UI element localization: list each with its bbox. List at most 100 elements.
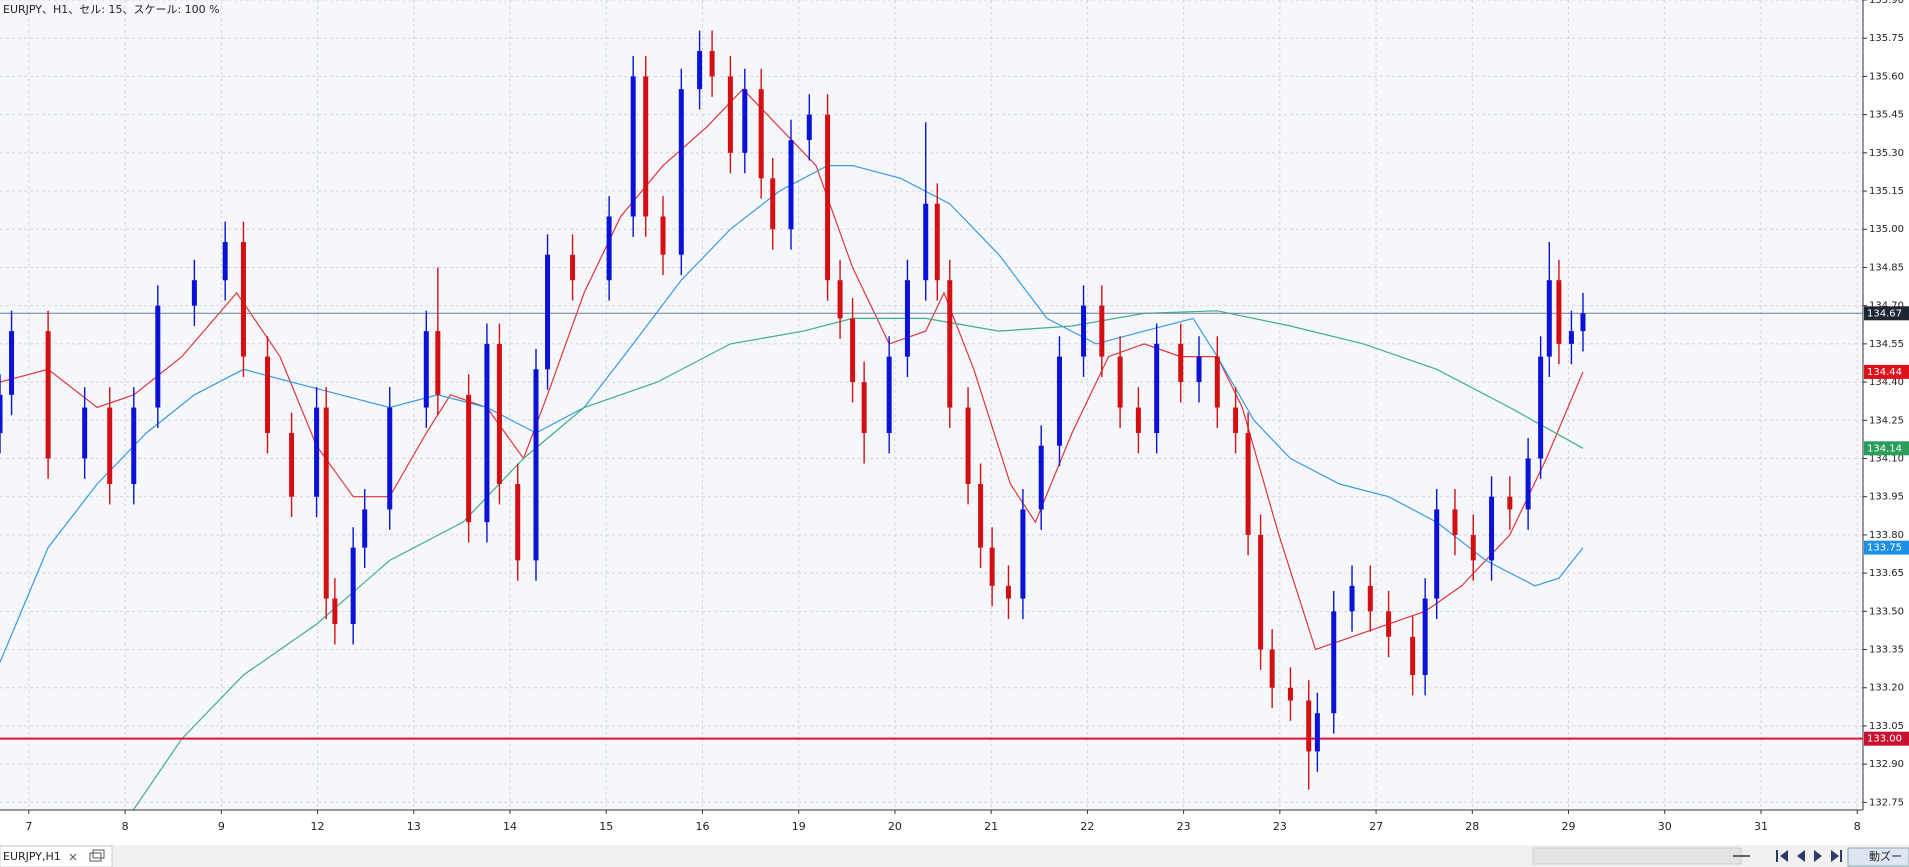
candle-body — [923, 203, 929, 281]
x-tick-label: 8 — [122, 820, 129, 833]
price-axis-background — [1863, 0, 1909, 845]
candle-body — [709, 50, 715, 77]
candle-body — [1580, 313, 1586, 332]
candle-body — [265, 356, 271, 434]
candle-body — [643, 76, 649, 217]
candle-body — [82, 407, 88, 459]
candle-body — [515, 483, 521, 561]
x-tick-label: 14 — [503, 820, 517, 833]
candle-body — [1005, 585, 1011, 599]
candle-body — [1258, 534, 1264, 650]
x-tick-label: 30 — [1658, 820, 1672, 833]
candle-body — [314, 407, 320, 497]
x-tick-label: 23 — [1177, 820, 1191, 833]
candle-body — [1538, 356, 1544, 459]
price-marker-label: 134.44 — [1867, 367, 1902, 378]
candle-body — [289, 433, 295, 497]
plot-background — [0, 0, 1863, 810]
candle-body — [362, 509, 368, 548]
window-icon[interactable] — [89, 849, 105, 862]
tab-frame[interactable] — [0, 845, 113, 867]
candle-body — [1489, 496, 1495, 561]
tab-label[interactable]: EURJPY,H1 — [3, 850, 61, 863]
candle-body — [1386, 611, 1392, 637]
axes: 135.90 135.75 135.60 135.45 135.30 135.15 135.… — [25, 0, 1909, 833]
x-tick-label: 16 — [695, 820, 709, 833]
navigation-buttons[interactable] — [1776, 850, 1842, 862]
y-tick-label: 134.10 — [1869, 453, 1904, 464]
candle-body — [350, 547, 356, 625]
candle-body — [423, 331, 429, 408]
candle-body — [934, 203, 940, 281]
x-tick-label: 7 — [25, 820, 32, 833]
x-tick-label: 23 — [1273, 820, 1287, 833]
y-tick-label: 135.30 — [1869, 148, 1904, 159]
candle-body — [131, 407, 137, 484]
candle-body — [1422, 598, 1428, 675]
candle-body — [1507, 496, 1513, 510]
grid — [0, 0, 1863, 810]
candle-body — [1306, 700, 1312, 752]
candle-body — [466, 394, 472, 523]
candle-body — [1367, 585, 1373, 612]
candle-body — [1020, 509, 1026, 599]
y-tick-label: 134.55 — [1869, 339, 1904, 350]
y-tick-label: 133.50 — [1869, 606, 1904, 617]
chart-title: EURJPY、H1、セル: 15、スケール: 100 % — [3, 3, 220, 16]
tab-bar — [0, 845, 1909, 867]
candle-body — [742, 89, 748, 153]
candle-body — [1452, 509, 1458, 535]
candle-body — [697, 50, 703, 90]
price-marker — [1864, 364, 1909, 379]
candle-body — [387, 407, 393, 510]
candle-body — [606, 216, 612, 281]
candle-body — [837, 280, 843, 319]
candle-body — [886, 356, 892, 434]
x-tick-label: 31 — [1754, 820, 1768, 833]
price-marker-label: 134.14 — [1867, 443, 1902, 454]
candle-body — [1233, 407, 1239, 434]
tab-close[interactable] — [69, 853, 77, 861]
price-marker — [1864, 441, 1909, 456]
candle-body — [904, 280, 910, 357]
x-tick-label: 9 — [218, 820, 225, 833]
scrollbar[interactable] — [1532, 847, 1742, 865]
candle-body — [1056, 356, 1062, 446]
y-tick-label: 135.15 — [1869, 186, 1904, 197]
candle-body — [978, 483, 984, 548]
candle-body — [9, 331, 15, 395]
candle-body — [435, 331, 441, 395]
candle-body — [1314, 713, 1320, 752]
y-tick-label: 133.80 — [1869, 530, 1904, 541]
candle-body — [1269, 649, 1275, 688]
tab[interactable]: EURJPY,H1 — [0, 845, 113, 867]
candle-body — [630, 76, 636, 217]
price-marker — [1864, 540, 1909, 555]
candle-body — [533, 369, 539, 561]
x-tick-label: 28 — [1465, 820, 1479, 833]
price-marker-label: 133.75 — [1867, 543, 1902, 554]
plot — [0, 30, 1863, 810]
y-tick-label: 133.65 — [1869, 568, 1904, 579]
candle-body — [191, 280, 197, 306]
y-tick-label: 132.75 — [1869, 797, 1904, 808]
candle-body — [850, 318, 856, 383]
candle-body — [1178, 343, 1184, 383]
zoom-button[interactable] — [1847, 847, 1909, 867]
y-tick-label: 134.85 — [1869, 262, 1904, 273]
candle-body — [484, 343, 490, 523]
y-tick-label: 134.70 — [1869, 301, 1904, 312]
candle-body — [1434, 509, 1440, 599]
candle-body — [1099, 305, 1105, 357]
candle-body — [496, 343, 502, 484]
candle-body — [0, 394, 3, 434]
y-tick-label: 135.00 — [1869, 224, 1904, 235]
candle-body — [806, 114, 812, 141]
price-marker-label: 133.00 — [1867, 734, 1902, 745]
x-tick-label: 21 — [984, 820, 998, 833]
candle-body — [1525, 458, 1531, 510]
x-tick-label: 15 — [599, 820, 613, 833]
zoom-button-label[interactable]: 動ズー — [1869, 849, 1902, 863]
